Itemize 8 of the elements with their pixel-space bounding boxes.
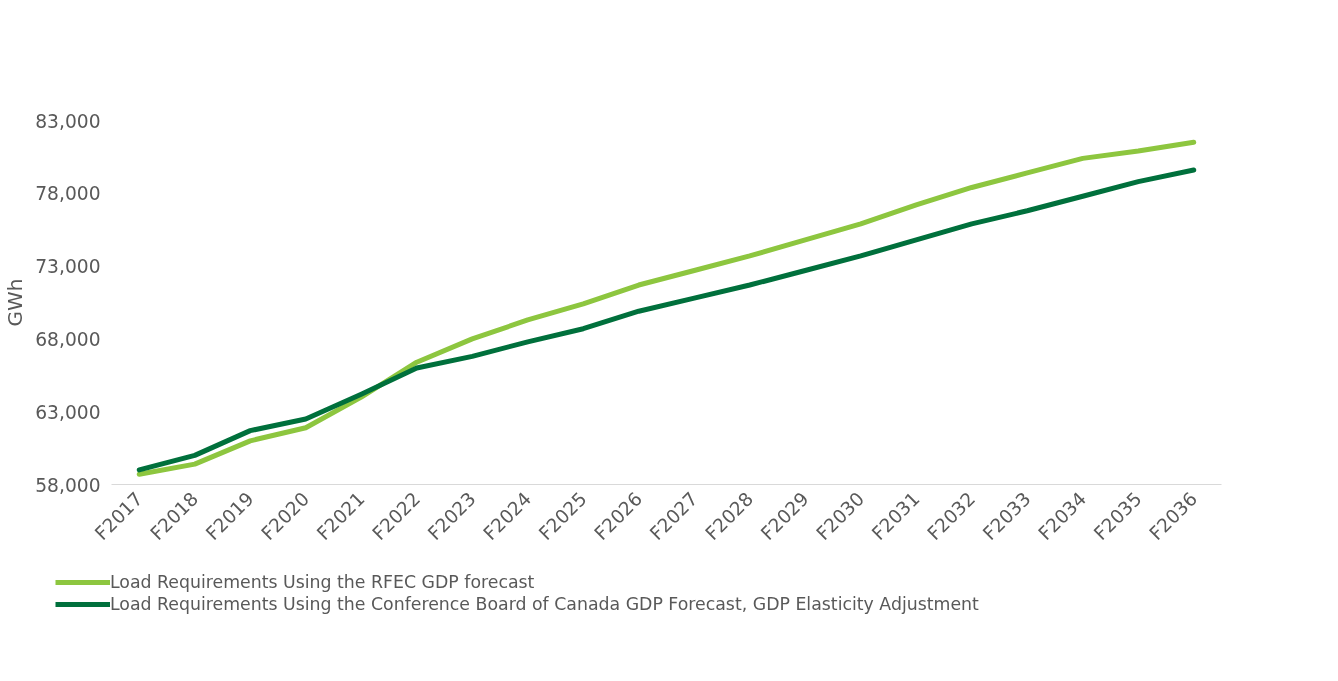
legend-label: Load Requirements Using the RFEC GDP forecast [110, 572, 535, 592]
legend-label: Load Requirements Using the Conference Board of Canada GDP Forecast, GDP Elasticity Adjustment [110, 594, 979, 614]
y-tick-label: 73,000 [35, 256, 101, 278]
y-tick-label: 78,000 [35, 183, 101, 205]
y-tick-label: 83,000 [35, 110, 101, 132]
y-tick-label: 68,000 [35, 328, 101, 350]
y-tick-label: 63,000 [35, 401, 101, 423]
y-axis-title: GWh [3, 278, 28, 327]
